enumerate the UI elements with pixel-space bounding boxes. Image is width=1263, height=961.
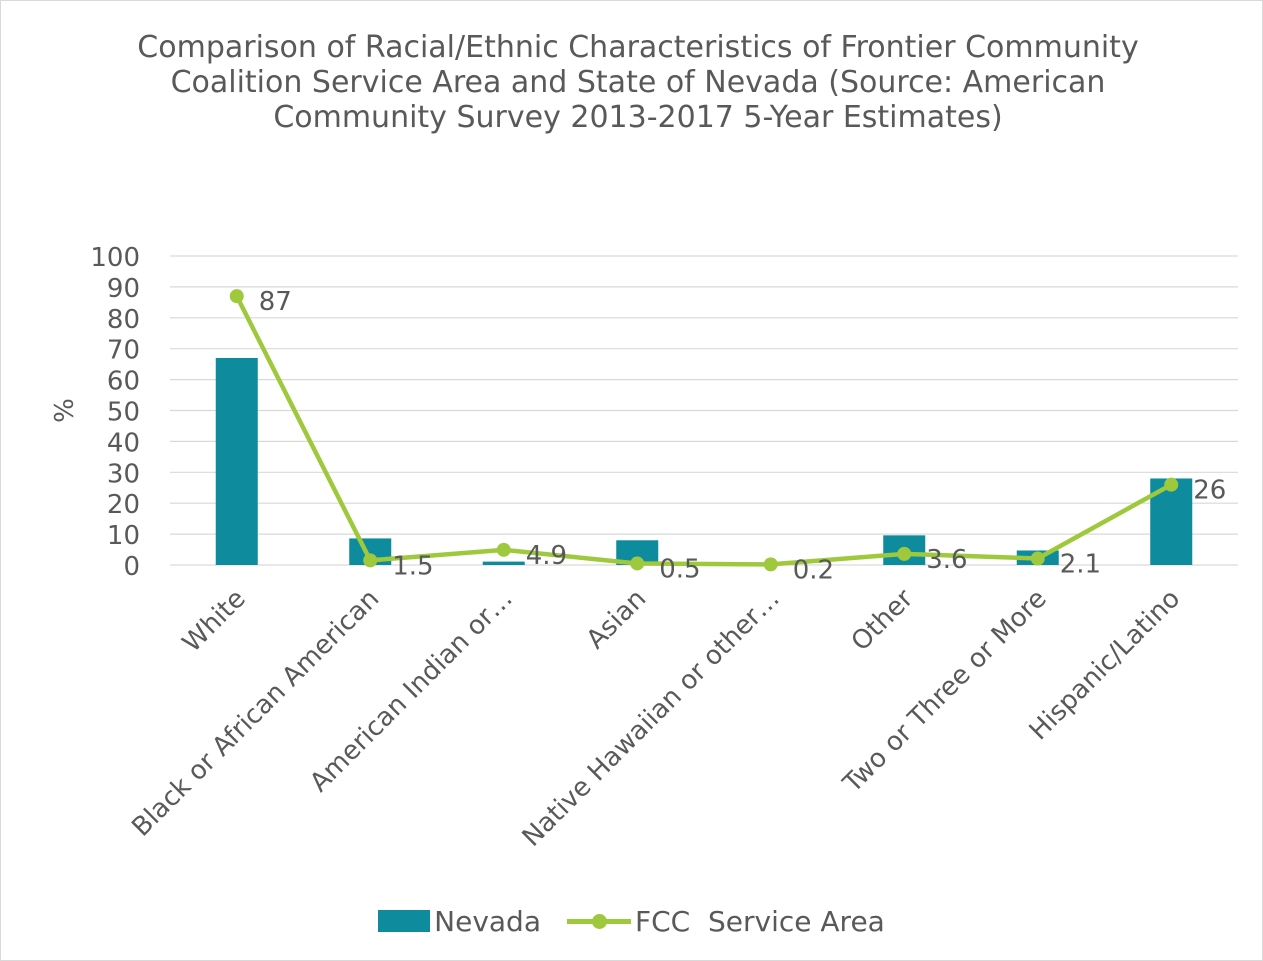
- bar-nevada: [215, 357, 258, 565]
- y-tick-label: 10: [107, 521, 140, 551]
- y-tick-label: 90: [107, 274, 140, 304]
- point-fcc-service-area: [496, 542, 511, 557]
- legend-item-fcc-service-area: FCC Service Area: [567, 905, 885, 938]
- point-fcc-service-area: [763, 557, 778, 572]
- data-label-fcc-service-area: 4.9: [526, 541, 567, 571]
- legend-label-fcc-service-area: FCC Service Area: [635, 904, 885, 938]
- x-tick-label: Other: [846, 584, 920, 658]
- y-axis-label: %: [50, 398, 80, 423]
- data-label-fcc-service-area: 1.5: [392, 551, 433, 581]
- point-fcc-service-area: [363, 553, 378, 568]
- point-fcc-service-area: [1164, 477, 1179, 492]
- chart-title: Comparison of Racial/Ethnic Characterist…: [137, 30, 1139, 135]
- point-fcc-service-area: [229, 289, 244, 304]
- y-tick-label: 50: [107, 398, 140, 428]
- x-tick-label: Black or African American: [126, 584, 385, 843]
- data-label-fcc-service-area: 87: [259, 287, 292, 317]
- y-tick-label: 60: [107, 367, 140, 397]
- legend-label-nevada: Nevada: [434, 904, 541, 938]
- legend-item-nevada: Nevada: [378, 905, 541, 938]
- bar-nevada: [482, 561, 525, 565]
- x-tick-label: White: [177, 584, 252, 659]
- y-tick-label: 100: [90, 243, 140, 273]
- data-label-fcc-service-area: 3.6: [926, 545, 967, 575]
- data-label-fcc-service-area: 0.2: [793, 555, 834, 585]
- y-tick-label: 70: [107, 336, 140, 366]
- data-label-fcc-service-area: 26: [1193, 476, 1226, 506]
- legend-swatch-nevada: [378, 910, 431, 932]
- y-tick-label: 20: [107, 490, 140, 520]
- data-label-fcc-service-area: 0.5: [659, 554, 700, 584]
- line-fcc-service-area: [234, 293, 1174, 567]
- y-tick-label: 30: [107, 459, 140, 489]
- y-tick-label: 0: [123, 552, 140, 582]
- x-tick-label: Asian: [581, 584, 652, 655]
- point-fcc-service-area: [1030, 551, 1045, 566]
- point-fcc-service-area: [630, 556, 645, 571]
- y-tick-label: 80: [107, 305, 140, 335]
- legend-swatch-fcc-service-area: [567, 910, 631, 932]
- y-tick-label: 40: [107, 428, 140, 458]
- legend: Nevada FCC Service Area: [0, 898, 1263, 944]
- point-fcc-service-area: [897, 546, 912, 561]
- data-label-fcc-service-area: 2.1: [1060, 550, 1101, 580]
- x-tick-label: Native Hawaiian or other…: [517, 584, 786, 853]
